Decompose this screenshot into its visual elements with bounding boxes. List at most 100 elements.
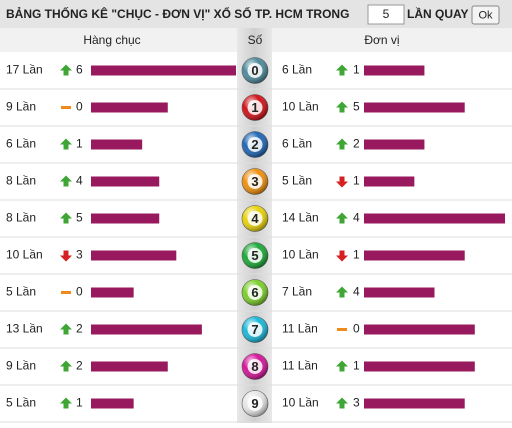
trend-up-icon — [336, 286, 348, 298]
change-value: 5 — [353, 100, 360, 114]
change-value: 2 — [353, 137, 360, 151]
count-label: 14 Lần — [282, 211, 319, 225]
count-bar — [91, 361, 168, 372]
trend-down-icon — [336, 176, 348, 188]
change-value: 2 — [76, 322, 83, 336]
digit-label: 0 — [251, 63, 258, 78]
count-label: 5 Lần — [6, 396, 36, 410]
count-bar — [364, 324, 475, 335]
trend-up-icon — [336, 397, 348, 409]
digit-label: 7 — [251, 322, 258, 337]
count-bar — [91, 176, 160, 187]
header-bar — [0, 0, 512, 28]
count-label: 9 Lần — [6, 100, 36, 114]
count-bar — [364, 361, 475, 372]
count-label: 11 Lần — [282, 322, 318, 336]
trend-up-icon — [60, 64, 72, 76]
change-value: 5 — [76, 211, 83, 225]
change-value: 1 — [353, 174, 360, 188]
change-value: 3 — [76, 248, 83, 262]
ok-button[interactable] — [471, 5, 500, 25]
ball-face — [247, 248, 263, 263]
change-value: 2 — [76, 359, 83, 373]
count-label: 8 Lần — [6, 211, 36, 225]
count-label: 17 Lần — [6, 63, 43, 77]
count-bar — [364, 176, 415, 187]
trend-flat-icon — [337, 328, 347, 331]
change-value: 1 — [353, 248, 360, 262]
digit-label: 5 — [251, 248, 258, 263]
change-value: 6 — [76, 63, 83, 77]
trend-up-icon — [60, 212, 72, 224]
count-bar — [364, 213, 505, 224]
trend-up-icon — [60, 323, 72, 335]
header-title: BẢNG THỐNG KÊ "CHỤC - ĐƠN VỊ" XỔ SỐ TP. … — [6, 6, 349, 21]
change-value: 4 — [76, 174, 83, 188]
trend-up-icon — [336, 138, 348, 150]
trend-up-icon — [60, 397, 72, 409]
change-value: 0 — [353, 322, 360, 336]
count-label: 9 Lần — [6, 359, 36, 373]
ball-face — [247, 100, 263, 115]
column-right: Đơn vị — [364, 33, 399, 47]
trend-up-icon — [60, 138, 72, 150]
count-input[interactable] — [367, 4, 405, 25]
count-bar — [91, 287, 134, 298]
change-value: 4 — [353, 211, 360, 225]
count-label: 6 Lần — [282, 137, 312, 151]
count-label: 13 Lần — [6, 322, 43, 336]
digit-label: 1 — [251, 100, 258, 115]
count-label: 10 Lần — [6, 248, 43, 262]
count-bar — [91, 65, 236, 76]
ok-button-label[interactable]: Ok — [478, 9, 493, 21]
digit-label: 3 — [251, 174, 258, 189]
ball-face — [247, 359, 263, 374]
change-value: 1 — [76, 137, 83, 151]
count-label: 11 Lần — [282, 359, 318, 373]
change-value: 0 — [76, 100, 83, 114]
ball-face — [247, 174, 263, 189]
trend-up-icon — [60, 360, 72, 372]
digit-label: 4 — [251, 211, 259, 226]
count-label: 10 Lần — [282, 396, 319, 410]
count-bar — [364, 102, 465, 113]
count-label: 6 Lần — [282, 63, 312, 77]
column-left: Hàng chục — [83, 33, 140, 47]
ball-face — [247, 322, 263, 337]
count-bar — [91, 139, 143, 150]
digit-label: 6 — [251, 285, 258, 300]
count-label: 5 Lần — [6, 285, 36, 299]
count-label: 10 Lần — [282, 248, 319, 262]
count-label: 10 Lần — [282, 100, 319, 114]
count-label: 7 Lần — [282, 285, 312, 299]
count-bar — [364, 139, 425, 150]
digit-label: 9 — [251, 396, 258, 411]
trend-up-icon — [336, 212, 348, 224]
column-middle: Số — [248, 33, 263, 47]
ball-face — [247, 396, 263, 411]
ball-face — [247, 63, 263, 78]
count-label: 5 Lần — [282, 174, 312, 188]
trend-flat-icon — [61, 291, 71, 294]
ball-face — [247, 211, 263, 226]
trend-down-icon — [336, 250, 348, 262]
header-suffix: LẦN QUAY — [407, 6, 469, 21]
change-value: 1 — [76, 396, 83, 410]
digit-label: 8 — [251, 359, 258, 374]
trend-up-icon — [336, 64, 348, 76]
digit-label: 2 — [251, 137, 258, 152]
trend-up-icon — [60, 175, 72, 187]
count-input-value[interactable]: 5 — [383, 7, 390, 21]
count-bar — [91, 102, 168, 113]
trend-flat-icon — [61, 106, 71, 109]
trend-down-icon — [60, 250, 72, 262]
change-value: 1 — [353, 63, 360, 77]
change-value: 3 — [353, 396, 360, 410]
change-value: 1 — [353, 359, 360, 373]
ball-face — [247, 285, 263, 300]
change-value: 4 — [353, 285, 360, 299]
count-label: 8 Lần — [6, 174, 36, 188]
count-bar — [364, 287, 435, 298]
count-bar — [91, 213, 160, 224]
